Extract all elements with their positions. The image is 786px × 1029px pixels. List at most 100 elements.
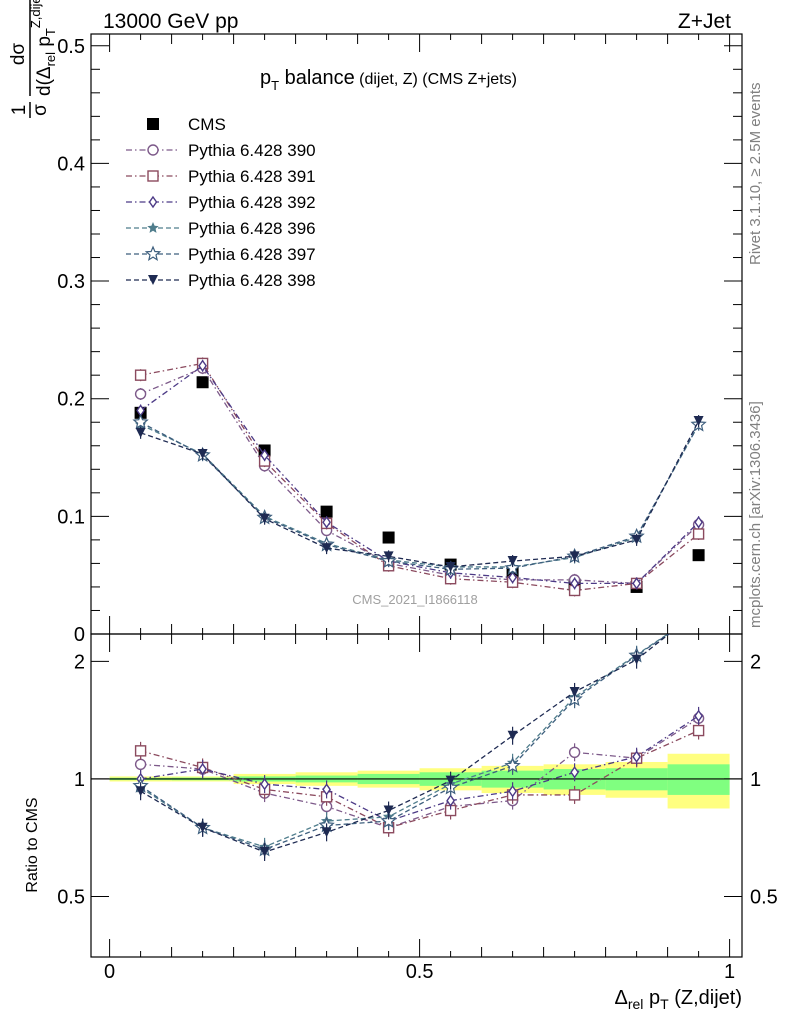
data-point bbox=[694, 516, 703, 529]
series-line bbox=[140, 717, 699, 829]
series-line bbox=[140, 367, 700, 585]
y-tick-label: 0.1 bbox=[57, 506, 85, 528]
legend-marker bbox=[147, 222, 159, 233]
data-point bbox=[260, 448, 269, 462]
data-point bbox=[260, 777, 269, 791]
data-point bbox=[568, 746, 581, 758]
main-y-axis-label: 1 σ dσ d(Δrel pTZ,dijet) bbox=[8, 0, 58, 118]
data-point bbox=[631, 534, 642, 545]
series-pythia-6-428-396 bbox=[134, 418, 705, 573]
series-line bbox=[140, 634, 670, 851]
ratio-y-tick-label: 2 bbox=[750, 651, 761, 673]
legend-item: Pythia 6.428 392 bbox=[126, 193, 316, 212]
legend-marker bbox=[147, 118, 159, 130]
data-point bbox=[631, 654, 642, 665]
y-tick-label: 0.5 bbox=[57, 36, 85, 58]
series-cms bbox=[134, 376, 705, 593]
series-pythia-6-428-397 bbox=[132, 413, 707, 577]
legend-label: Pythia 6.428 391 bbox=[188, 167, 316, 186]
mcplots-label: mcplots.cern.ch [arXiv:1306.3436] bbox=[747, 401, 764, 628]
legend-item: Pythia 6.428 396 bbox=[126, 219, 316, 238]
series-line bbox=[140, 729, 699, 829]
x-axis-label: Δrel pT (Z,dijet) bbox=[614, 987, 742, 1012]
data-point bbox=[259, 846, 270, 857]
data-point bbox=[383, 551, 394, 562]
data-point bbox=[570, 577, 579, 590]
x-tick-label: 0.5 bbox=[406, 961, 434, 983]
data-point bbox=[382, 531, 395, 544]
legend-marker bbox=[148, 195, 158, 209]
legend-label: Pythia 6.428 398 bbox=[188, 271, 316, 290]
data-point bbox=[632, 577, 641, 590]
ratio-y-tick-label: 2 bbox=[74, 651, 85, 673]
series-line bbox=[140, 364, 700, 585]
data-point bbox=[694, 605, 704, 615]
legend-item: CMS bbox=[147, 115, 226, 134]
legend-item: Pythia 6.428 397 bbox=[126, 245, 316, 264]
data-point bbox=[508, 785, 517, 798]
data-point bbox=[504, 757, 521, 773]
ratio-y-axis-label: Ratio to CMS bbox=[24, 797, 41, 892]
ratio-y-tick-label: 1 bbox=[750, 769, 761, 791]
data-point bbox=[693, 416, 704, 427]
data-point bbox=[507, 730, 518, 741]
header-energy-label: 13000 GeV pp bbox=[103, 10, 238, 33]
series-line bbox=[140, 634, 670, 853]
main-plot-title: pT balance (dijet, Z) (CMS Z+jets) bbox=[260, 67, 517, 93]
legend-label: Pythia 6.428 397 bbox=[188, 245, 316, 264]
series-pythia-6-428-398 bbox=[135, 605, 704, 861]
data-point bbox=[380, 812, 397, 828]
y-tick-label: 0 bbox=[74, 624, 85, 646]
series-pythia-6-428-390 bbox=[134, 362, 705, 590]
ratio-y-tick-label: 0.5 bbox=[57, 887, 85, 909]
data-point bbox=[321, 543, 332, 554]
legend-item: Pythia 6.428 398 bbox=[126, 271, 316, 290]
data-point bbox=[135, 786, 146, 797]
data-point bbox=[134, 745, 147, 757]
series-line bbox=[140, 715, 699, 822]
y-tick-label: 0.4 bbox=[57, 153, 85, 175]
svg-text:1: 1 bbox=[9, 105, 30, 116]
band-inner-bin bbox=[667, 764, 730, 795]
x-tick-label: 1 bbox=[724, 961, 735, 983]
series-pythia-6-428-391 bbox=[134, 357, 705, 597]
data-point bbox=[568, 789, 581, 801]
data-point bbox=[445, 775, 456, 786]
legend-item: Pythia 6.428 390 bbox=[126, 141, 316, 160]
legend-marker bbox=[147, 144, 159, 156]
data-point bbox=[198, 359, 207, 372]
ratio-plot-panel: 0 0.5 1 0.5 0.5 1 1 2 2 bbox=[57, 605, 778, 983]
data-point bbox=[198, 762, 207, 776]
data-point bbox=[569, 551, 580, 562]
data-point bbox=[692, 607, 705, 620]
data-point bbox=[197, 822, 208, 833]
main-plot-panel: 0 0.1 0.2 0.3 0.4 0.5 bbox=[57, 33, 743, 957]
ratio-frame bbox=[90, 633, 743, 958]
data-point bbox=[693, 608, 704, 619]
data-point bbox=[570, 766, 579, 779]
ratio-y-tick-label: 1 bbox=[74, 769, 85, 791]
legend: CMS Pythia 6.428 390 Pythia 6.428 391 Pythi… bbox=[126, 115, 316, 290]
data-point bbox=[197, 449, 208, 459]
data-point bbox=[196, 376, 209, 389]
data-point bbox=[134, 388, 147, 400]
x-tick-label: 0 bbox=[104, 961, 115, 983]
legend-label: Pythia 6.428 396 bbox=[188, 219, 316, 238]
data-point bbox=[508, 571, 517, 584]
legend-label: Pythia 6.428 390 bbox=[188, 141, 316, 160]
data-point bbox=[132, 413, 149, 430]
legend-marker bbox=[144, 245, 162, 261]
analysis-watermark: CMS_2021_I1866118 bbox=[352, 592, 478, 607]
data-point bbox=[692, 549, 705, 562]
data-point bbox=[569, 686, 580, 697]
legend-label: CMS bbox=[188, 115, 226, 134]
series-pythia-6-428-398 bbox=[135, 415, 704, 573]
svg-text:d(Δrel pTZ,dijet): d(Δrel pTZ,dijet) bbox=[28, 0, 58, 96]
data-point bbox=[322, 783, 331, 796]
data-point bbox=[321, 827, 332, 838]
series-line bbox=[140, 634, 670, 848]
data-point bbox=[134, 758, 147, 771]
legend-marker bbox=[147, 170, 159, 182]
data-point bbox=[507, 556, 518, 567]
